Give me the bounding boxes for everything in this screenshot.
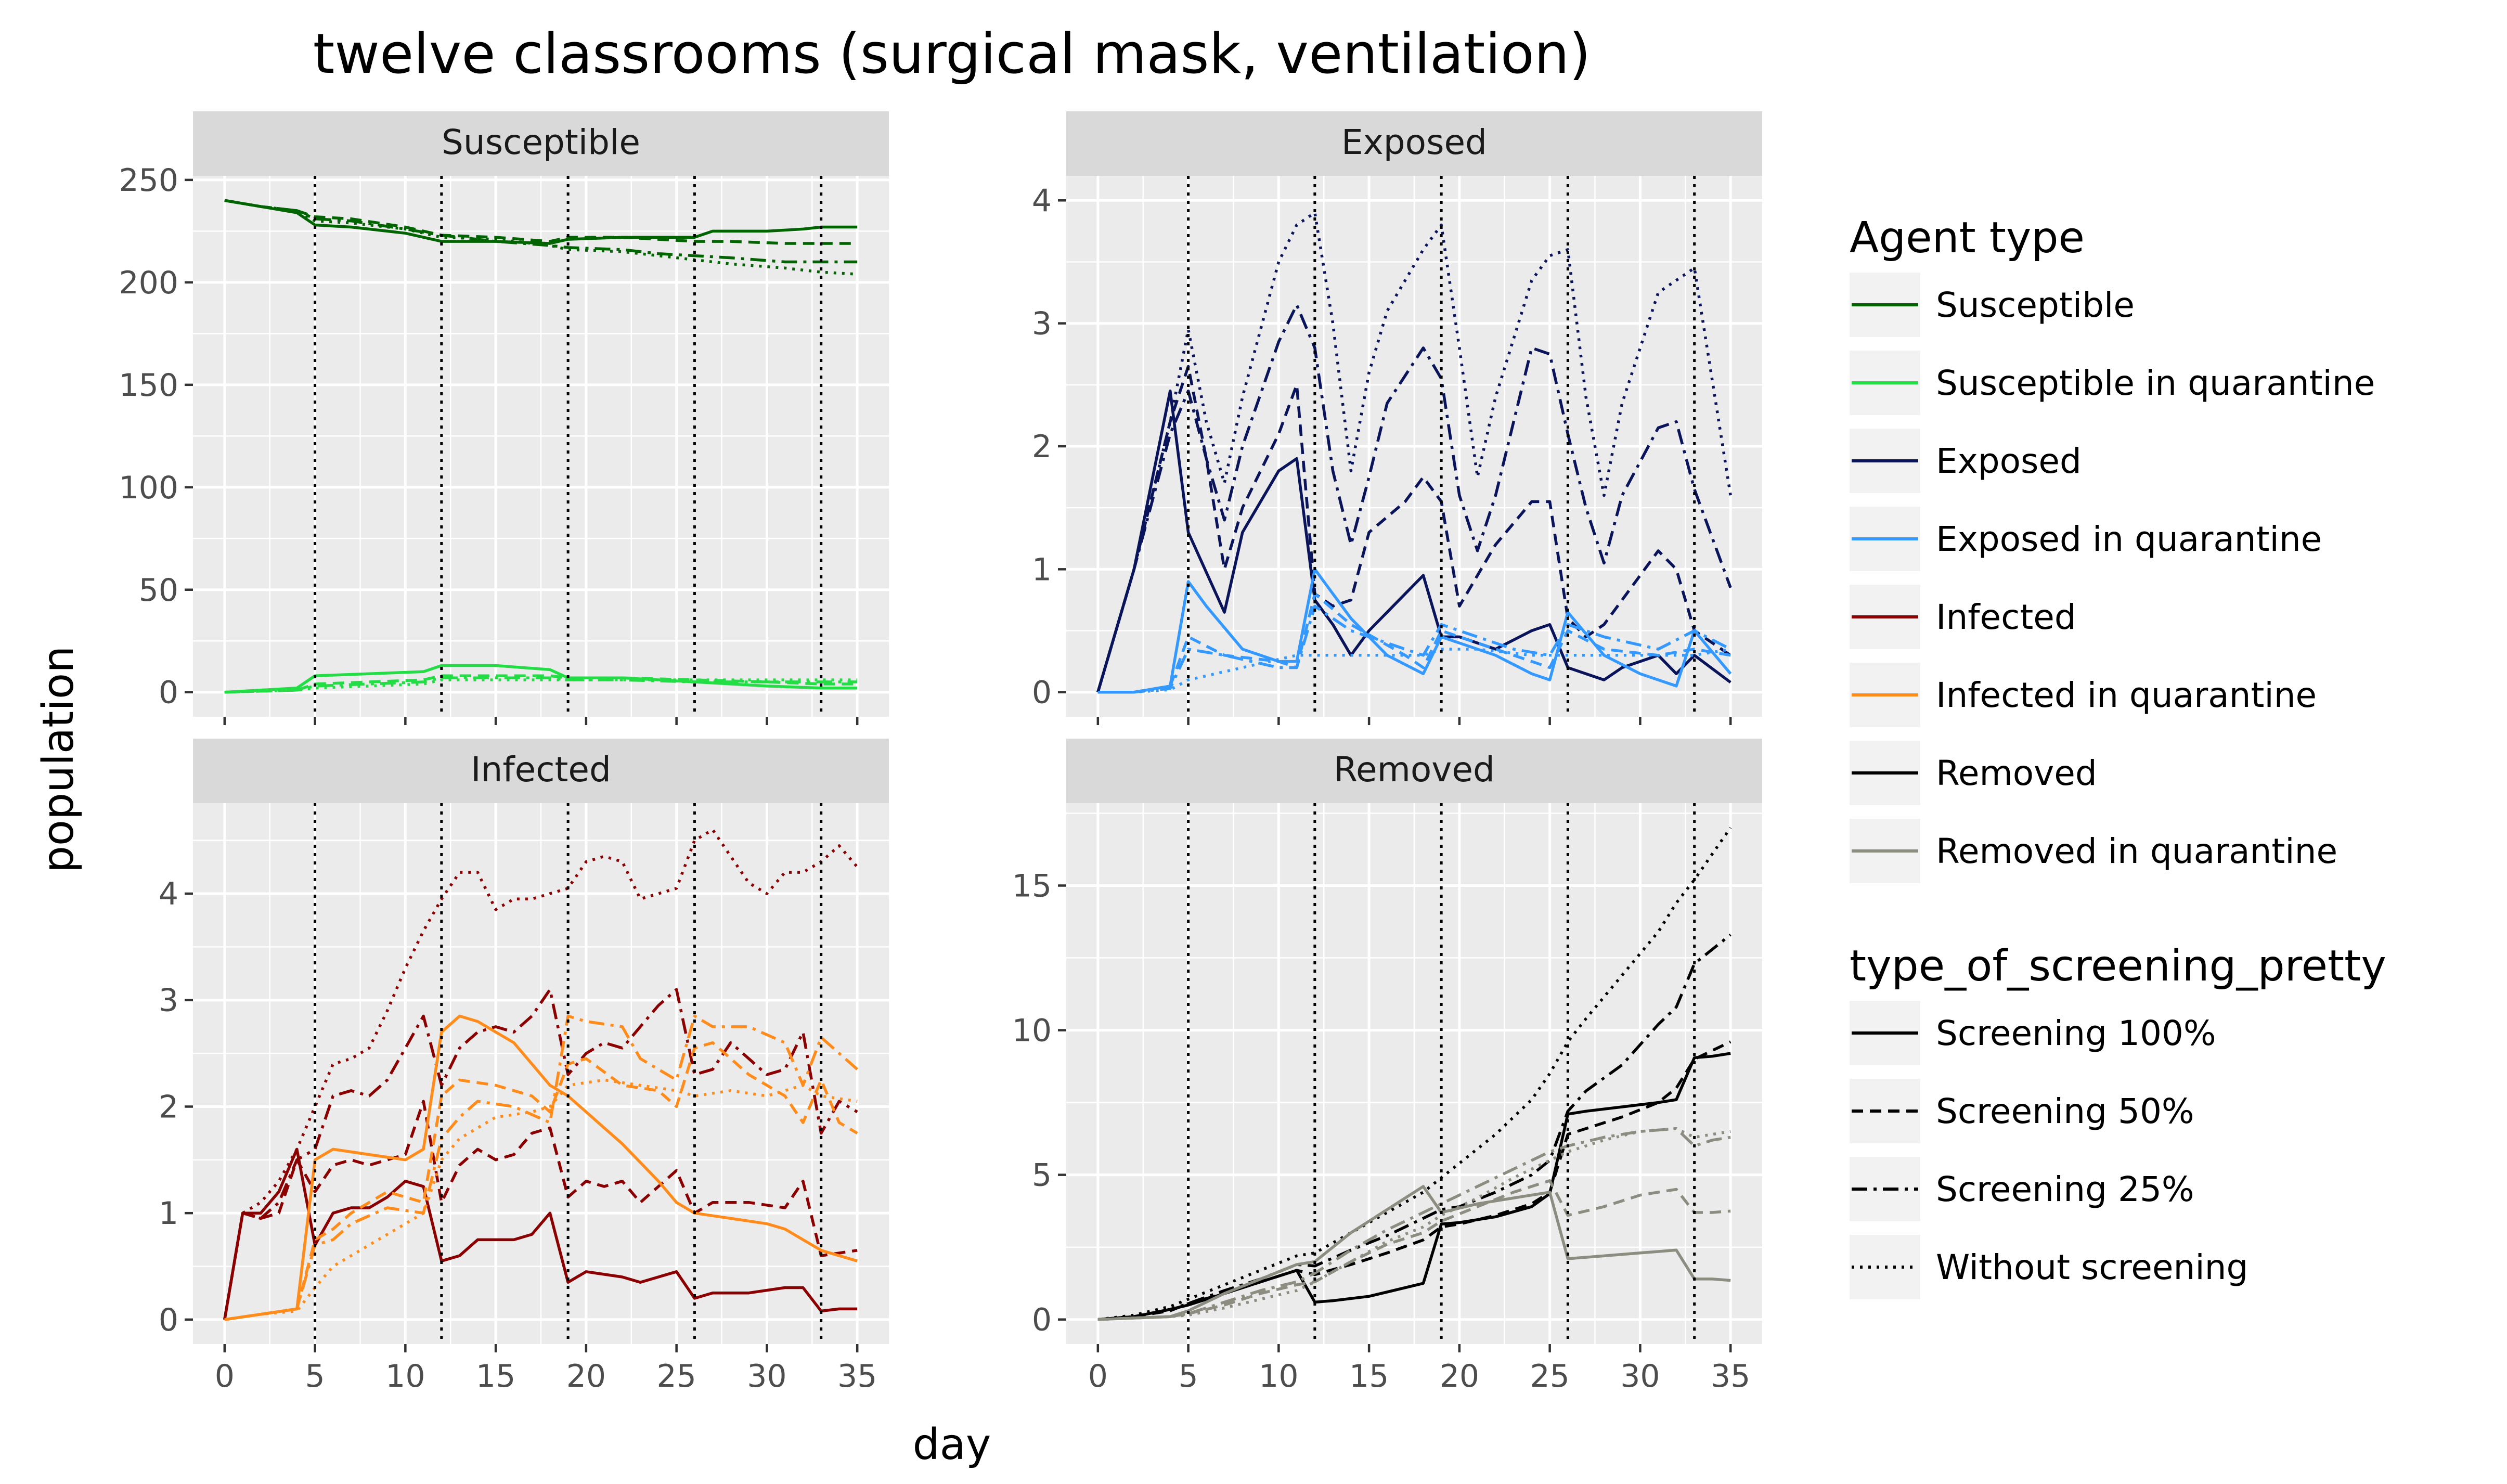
y-axis-title: population <box>34 646 83 873</box>
x-axis-title: day <box>913 1420 991 1469</box>
y-tick-label: 250 <box>119 162 178 199</box>
panel-exposed: Exposed 0 1 2 3 4 <box>1032 111 1762 725</box>
legend-title-screening: type_of_screening_pretty <box>1850 941 2386 991</box>
series-infected-in-quarantine-screening-100 <box>224 1014 858 1321</box>
strip-label-exposed: Exposed <box>1341 122 1487 162</box>
panel-removed: Removed 0 5 10 15 0 5 10 15 20 25 30 35 <box>1012 739 1762 1395</box>
x-tick-label: 20 <box>566 1358 606 1395</box>
y-tick-label: 0 <box>159 1302 178 1338</box>
y-tick-label: 200 <box>119 265 178 301</box>
x-tick-label: 10 <box>385 1358 425 1395</box>
series-infected-screening-100 <box>223 1147 858 1320</box>
legend-screening-entries: Screening 100% Screening 50% Screening 25%… <box>1850 1001 2248 1299</box>
series-susceptible-in-quarantine-without-screening <box>224 678 858 694</box>
x-tick-label: 30 <box>747 1358 786 1395</box>
x-tick-label: 20 <box>1440 1358 1479 1395</box>
strip-background <box>1066 739 1762 803</box>
series-removed-in-quarantine-screening-100 <box>1097 1185 1731 1321</box>
series-susceptible-screening-100 <box>224 199 858 245</box>
y-tick-label: 3 <box>1032 306 1052 342</box>
y-tick-label: 0 <box>159 675 178 711</box>
x-tick-label: 35 <box>837 1358 877 1395</box>
strip-label-susceptible: Susceptible <box>442 122 640 162</box>
legend-label-without-screening: Without screening <box>1936 1247 2248 1287</box>
legend-label-screening-100: Screening 100% <box>1936 1013 2216 1053</box>
x-tick-label: 25 <box>1530 1358 1569 1395</box>
x-tick-label: 30 <box>1620 1358 1660 1395</box>
plot-title: twelve classrooms (surgical mask, ventil… <box>313 22 1591 86</box>
panel-infected: Infected 0 1 2 3 4 0 5 10 15 20 25 30 35 <box>159 739 889 1395</box>
y-tick-label: 4 <box>1032 183 1052 219</box>
x-tick-label: 0 <box>1088 1358 1108 1395</box>
y-tick-label: 150 <box>119 367 178 404</box>
y-tick-label: 1 <box>1032 551 1052 588</box>
legend-label-susceptible: Susceptible <box>1936 285 2135 325</box>
legend-label-screening-50: Screening 50% <box>1936 1091 2194 1131</box>
series-infected-without-screening <box>223 828 859 1320</box>
series-removed-without-screening <box>1097 827 1732 1321</box>
legend-label-infected: Infected <box>1936 597 2076 637</box>
y-tick-label: 5 <box>1032 1157 1052 1194</box>
y-tick-label: 1 <box>159 1195 178 1232</box>
series-infected-in-quarantine-screening-25 <box>224 1014 859 1321</box>
series-removed-screening-50 <box>1097 1040 1731 1321</box>
x-tick-label: 5 <box>1178 1358 1198 1395</box>
x-tick-label: 0 <box>215 1358 235 1395</box>
y-tick-label: 10 <box>1012 1013 1052 1049</box>
y-tick-label: 0 <box>1032 1302 1052 1338</box>
y-tick-label: 15 <box>1012 868 1052 905</box>
x-tick-label: 15 <box>1349 1358 1389 1395</box>
strip-label-infected: Infected <box>471 750 611 790</box>
series-infected-screening-50 <box>223 1100 858 1320</box>
x-tick-label: 35 <box>1711 1358 1750 1395</box>
series-susceptible-screening-25 <box>224 199 858 264</box>
x-tick-label: 25 <box>656 1358 696 1395</box>
legend: Agent type Susceptible Susceptible in qua… <box>1850 213 2386 1299</box>
strip-background <box>193 111 889 176</box>
legend-title-agent-type: Agent type <box>1850 213 2085 263</box>
x-tick-label: 10 <box>1259 1358 1298 1395</box>
series-susceptible-screening-50 <box>224 199 858 245</box>
legend-label-susceptible-in-quarantine: Susceptible in quarantine <box>1936 363 2375 403</box>
x-tick-label: 5 <box>305 1358 325 1395</box>
y-tick-label: 2 <box>1032 429 1052 465</box>
series-susceptible-in-quarantine-screening-25 <box>224 676 858 694</box>
x-tick-label: 15 <box>476 1358 515 1395</box>
y-tick-label: 3 <box>159 983 178 1019</box>
series-exposed-in-quarantine-screening-50 <box>1097 592 1731 694</box>
series-exposed-in-quarantine-screening-100 <box>1097 567 1732 694</box>
series-exposed-screening-100 <box>1096 389 1731 693</box>
strip-background <box>1066 111 1762 176</box>
panel-susceptible: Susceptible 0 50 100 150 200 250 <box>119 111 889 725</box>
legend-label-exposed-in-quarantine: Exposed in quarantine <box>1936 519 2322 559</box>
y-tick-label: 50 <box>139 572 178 609</box>
series-removed-in-quarantine-without-screening <box>1097 1127 1731 1321</box>
y-tick-label: 2 <box>159 1089 178 1125</box>
series-infected-screening-25 <box>223 988 858 1320</box>
y-tick-label: 0 <box>1032 675 1052 711</box>
legend-label-exposed: Exposed <box>1936 441 2082 481</box>
legend-label-screening-25: Screening 25% <box>1936 1169 2194 1209</box>
legend-agent-entries: Susceptible Susceptible in quarantine Expo… <box>1850 273 2375 883</box>
legend-label-removed-in-quarantine: Removed in quarantine <box>1936 831 2337 871</box>
legend-label-infected-in-quarantine: Infected in quarantine <box>1936 675 2317 715</box>
strip-background <box>193 739 889 803</box>
series-removed-screening-25 <box>1097 933 1731 1321</box>
y-tick-label: 100 <box>119 470 178 506</box>
series-exposed-in-quarantine-screening-25 <box>1097 604 1731 694</box>
series-exposed-screening-25 <box>1096 303 1732 693</box>
strip-label-removed: Removed <box>1334 750 1495 790</box>
y-tick-label: 4 <box>159 876 178 912</box>
legend-label-removed: Removed <box>1936 753 2097 793</box>
